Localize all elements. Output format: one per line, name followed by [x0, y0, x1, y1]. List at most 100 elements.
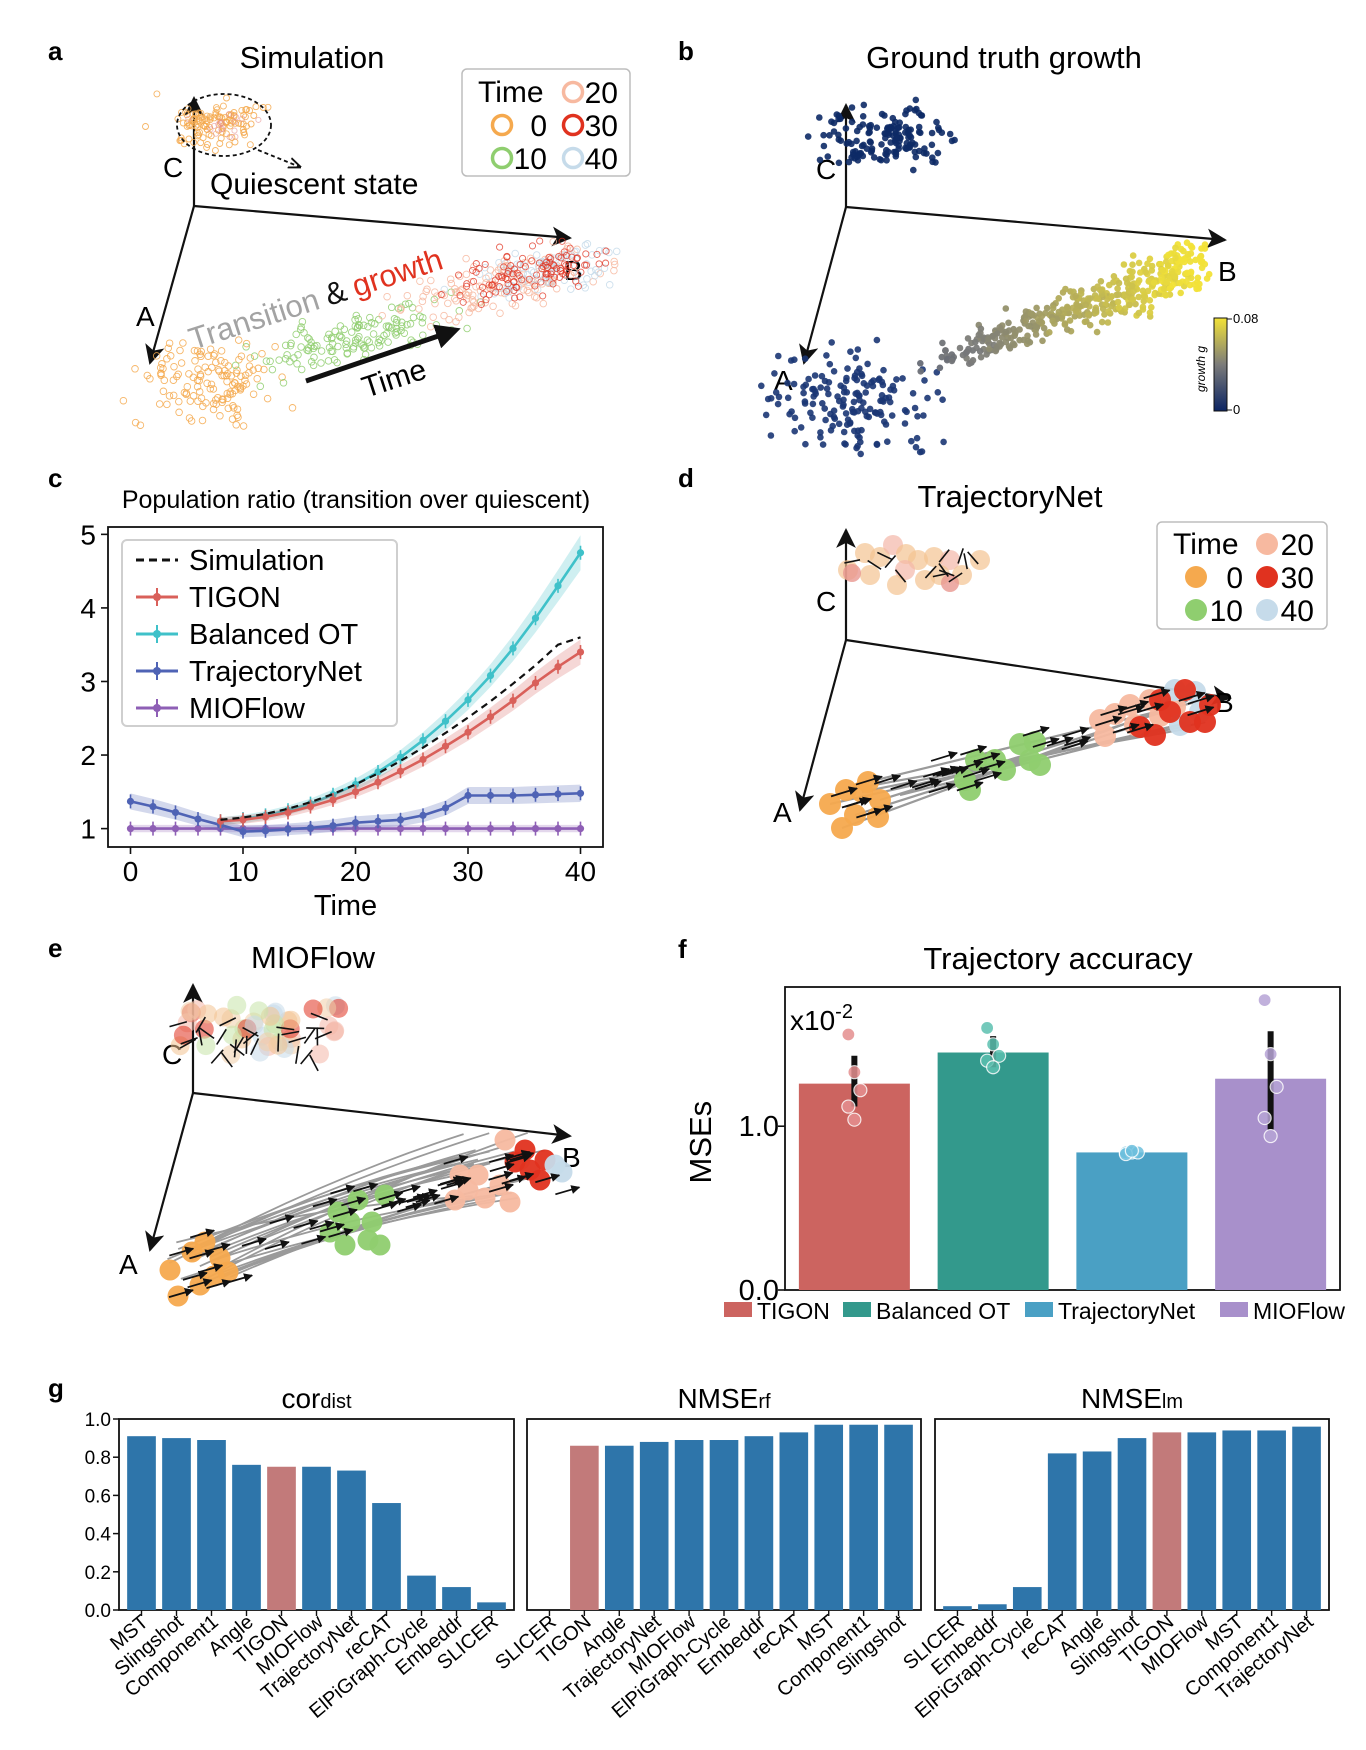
trajectory-path [181, 1133, 464, 1256]
point-time-10 [403, 320, 411, 329]
point-time-20 [589, 277, 597, 286]
velocity-arrow [1062, 726, 1090, 738]
growth-point-a [858, 426, 865, 434]
point-time-0 [197, 352, 205, 361]
growth-point-a [775, 393, 783, 401]
legend-label-time-30: 30 [1281, 562, 1314, 595]
point-time-20 [464, 288, 473, 297]
velocity-arrow [509, 1151, 535, 1161]
point-time-0 [242, 339, 251, 348]
panel-a-scatter [119, 90, 621, 430]
point-time-0 [169, 391, 178, 400]
growth-point-a [775, 352, 782, 360]
growth-point-a [854, 389, 861, 397]
velocity-arrow [844, 796, 872, 808]
velocity-arrow [293, 1218, 319, 1229]
replicate-point [853, 1083, 868, 1098]
point-time-30 [538, 265, 546, 273]
chart-title: NMSErf [677, 1383, 771, 1414]
legend-item-tigon: TIGON [724, 1298, 830, 1324]
point-time-0 [175, 408, 183, 417]
growth-point-transition [917, 360, 924, 367]
growth-point-a [821, 377, 829, 385]
point-time-30 [463, 280, 471, 288]
panel-c-title: Population ratio (transition over quiesc… [122, 486, 590, 514]
growth-point-transition [965, 345, 972, 353]
point-time-30 [481, 260, 489, 268]
growth-point-transition [1097, 278, 1105, 285]
panel-letter-a: a [48, 36, 63, 66]
growth-point-a [899, 375, 906, 382]
growth-point-transition [986, 345, 993, 353]
point-time-30 [479, 283, 487, 291]
growth-point-c [915, 123, 923, 131]
growth-point-transition [1005, 319, 1012, 327]
growth-point-transition [1148, 267, 1156, 274]
point-time-0 [203, 379, 211, 388]
panel-d-title: TrajectoryNet [918, 479, 1103, 514]
growth-point-transition [1066, 317, 1074, 324]
quiescent-point [179, 119, 187, 127]
point-time-10 [455, 307, 464, 315]
replicate-point [847, 1065, 862, 1080]
point-time-30 [459, 298, 467, 306]
point-time-40 [484, 272, 493, 281]
point-time-0 [217, 356, 225, 365]
quiescent-velocity [963, 553, 968, 570]
point-time-0 [223, 394, 232, 403]
point-time-10 [375, 335, 384, 344]
point-time-40 [511, 249, 519, 258]
x-tick-label: 10 [227, 856, 258, 887]
colorbar-min-label: 0 [1233, 402, 1240, 417]
quiescent-point [195, 131, 203, 139]
legend-label-time-0: 0 [530, 110, 547, 143]
growth-point-c [858, 142, 866, 150]
point-time-40 [490, 289, 499, 298]
panel-a-axis-label-a: A [136, 301, 155, 332]
growth-point-transition [1107, 302, 1115, 310]
point-time-10 [351, 316, 359, 324]
panel-e-trajectories [159, 995, 581, 1307]
replicate-point [1263, 1047, 1278, 1062]
quiescent-cell [244, 1015, 264, 1035]
growth-point-transition [1146, 255, 1154, 263]
growth-point-transition [1022, 317, 1030, 325]
growth-point-transition [1033, 304, 1040, 312]
growth-point-a [939, 396, 946, 404]
growth-point-transition [1055, 308, 1063, 316]
growth-point-a [809, 400, 817, 408]
point-time-0 [221, 358, 229, 367]
growth-point-transition [1205, 270, 1213, 278]
legend-item-trajectorynet: TrajectoryNet [1025, 1298, 1196, 1324]
point-time-40 [592, 266, 600, 274]
point-time-10 [361, 344, 369, 352]
growth-point-transition [1025, 322, 1032, 330]
point-time-30 [558, 237, 566, 245]
point-time-30 [498, 272, 506, 280]
quiescent-point [241, 113, 249, 121]
growth-point-a [864, 360, 871, 368]
point-time-0 [216, 412, 224, 420]
quiescent-point [184, 119, 191, 127]
point-time-30 [595, 260, 603, 268]
y-tick-label: 2 [80, 740, 96, 771]
point-time-10 [333, 358, 341, 367]
growth-point-a [940, 438, 947, 446]
growth-point-a [822, 416, 829, 424]
panel-letter-f: f [678, 934, 687, 964]
point-time-30 [485, 281, 493, 289]
velocity-arrow [489, 1153, 515, 1164]
growth-point-c [824, 153, 832, 160]
growth-point-a [842, 410, 850, 417]
growth-point-a [901, 407, 909, 414]
growth-point-c [804, 133, 812, 140]
point-time-20 [489, 302, 497, 311]
point-time-0 [157, 369, 165, 378]
quiescent-velocity [924, 565, 937, 579]
growth-point-a [860, 399, 867, 407]
point-time-0 [212, 358, 220, 367]
growth-point-a [826, 360, 834, 368]
growth-point-a [846, 419, 854, 426]
